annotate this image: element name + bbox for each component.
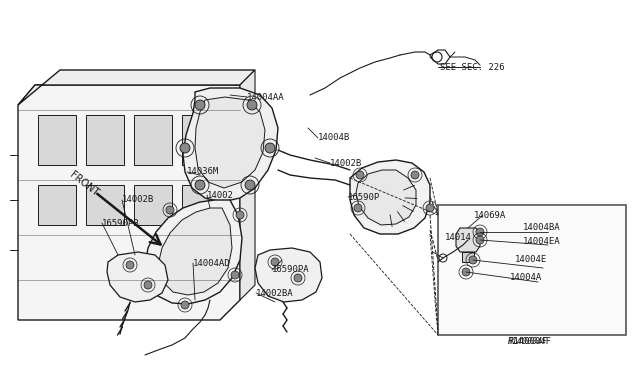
Circle shape [231, 271, 239, 279]
Circle shape [181, 301, 189, 309]
Polygon shape [134, 185, 172, 225]
Text: 14002B: 14002B [122, 196, 154, 205]
Circle shape [354, 204, 362, 212]
Circle shape [469, 256, 477, 264]
Circle shape [247, 100, 257, 110]
Polygon shape [356, 170, 416, 225]
Circle shape [476, 236, 484, 244]
Circle shape [265, 143, 275, 153]
Polygon shape [182, 115, 220, 165]
Text: 14004B: 14004B [318, 134, 350, 142]
Polygon shape [240, 70, 255, 300]
Polygon shape [18, 70, 255, 105]
Text: 14036M: 14036M [187, 167, 220, 176]
Circle shape [426, 204, 434, 212]
Polygon shape [255, 248, 322, 302]
Circle shape [245, 180, 255, 190]
Circle shape [462, 268, 470, 276]
Polygon shape [18, 85, 240, 320]
Text: 14004EA: 14004EA [523, 237, 561, 247]
Circle shape [271, 258, 279, 266]
Polygon shape [350, 160, 430, 234]
Polygon shape [107, 252, 168, 302]
Circle shape [180, 143, 190, 153]
Circle shape [411, 171, 419, 179]
Text: 14004BA: 14004BA [523, 222, 561, 231]
Polygon shape [86, 115, 124, 165]
Text: R140004F: R140004F [508, 337, 551, 346]
Polygon shape [182, 185, 220, 225]
Text: 16590PB: 16590PB [102, 218, 140, 228]
Circle shape [144, 281, 152, 289]
Text: 14004AA: 14004AA [247, 93, 285, 102]
Circle shape [146, 266, 154, 274]
Circle shape [294, 274, 302, 282]
Text: 14002: 14002 [207, 190, 234, 199]
Circle shape [195, 100, 205, 110]
Text: 14002B: 14002B [330, 158, 362, 167]
Polygon shape [195, 97, 265, 188]
Text: 14069A: 14069A [474, 211, 506, 219]
Circle shape [126, 261, 134, 269]
Text: SEE SEC. 226: SEE SEC. 226 [440, 62, 504, 71]
Text: 14002BA: 14002BA [256, 289, 294, 298]
Circle shape [356, 171, 364, 179]
Text: 14004E: 14004E [515, 256, 547, 264]
Polygon shape [462, 252, 474, 262]
Circle shape [476, 228, 484, 236]
Polygon shape [158, 208, 232, 295]
Polygon shape [145, 200, 242, 304]
Circle shape [236, 211, 244, 219]
Circle shape [166, 206, 174, 214]
Polygon shape [134, 115, 172, 165]
Polygon shape [38, 185, 76, 225]
Circle shape [195, 180, 205, 190]
Text: 16590P: 16590P [348, 192, 380, 202]
Polygon shape [456, 228, 480, 252]
Polygon shape [38, 115, 76, 165]
Text: 14004A: 14004A [510, 273, 542, 282]
Text: R140004F: R140004F [508, 337, 548, 346]
Text: 14014: 14014 [445, 234, 472, 243]
Text: 14004AD: 14004AD [193, 259, 230, 267]
FancyBboxPatch shape [438, 205, 626, 335]
Text: 16590PA: 16590PA [272, 266, 310, 275]
Text: FRONT: FRONT [68, 170, 100, 198]
Polygon shape [183, 88, 278, 202]
Polygon shape [86, 185, 124, 225]
